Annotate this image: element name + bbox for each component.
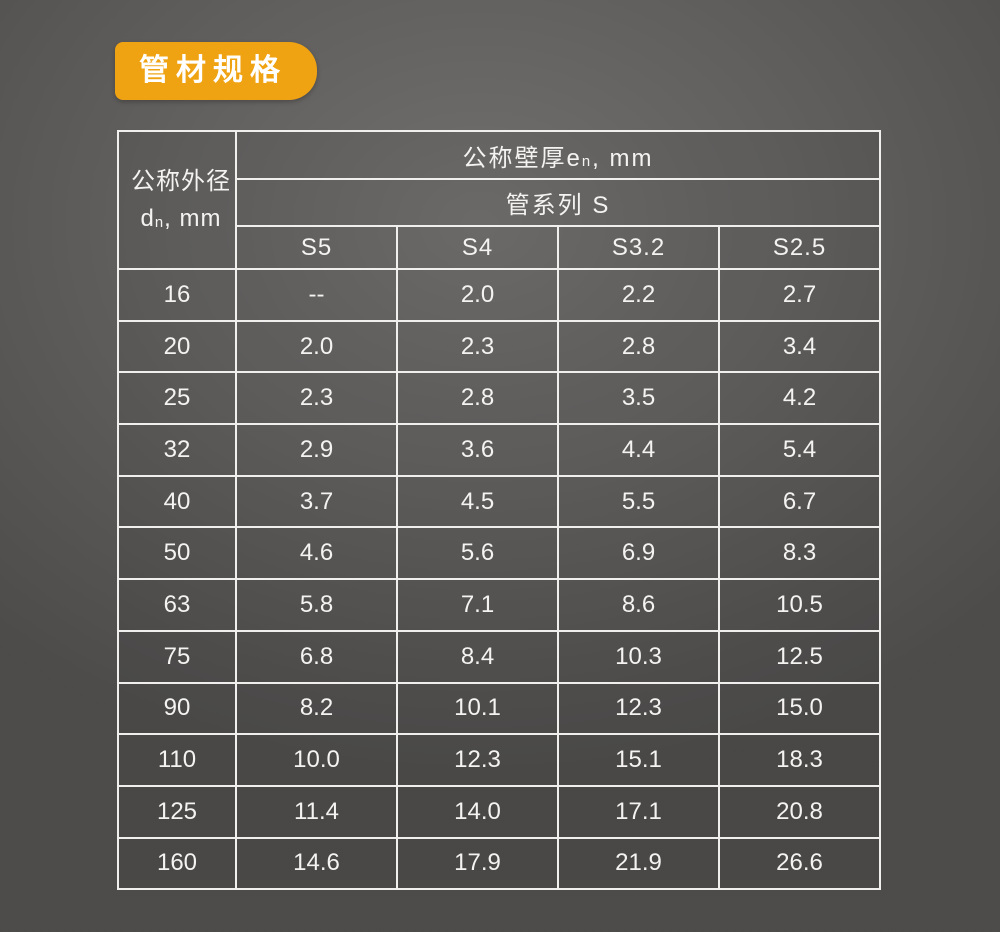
corner-header-line2: dn, mm [140, 205, 222, 232]
value-cell: 12.3 [396, 733, 559, 787]
value-cell: 14.0 [396, 784, 559, 839]
value-cell: 5.4 [717, 423, 882, 477]
value-cell: 4.4 [557, 423, 720, 477]
table-row: 50 4.6 5.6 6.9 8.3 [117, 526, 882, 581]
value-cell: 10.5 [717, 578, 882, 632]
value-cell: 12.3 [557, 681, 720, 736]
dn-cell: 90 [117, 681, 237, 736]
header-row-columns: S5 S4 S3.2 S2.5 [118, 225, 882, 270]
corner-header-line1: 公称外径 [131, 167, 231, 195]
value-cell: 4.6 [235, 526, 398, 581]
value-cell: 12.5 [717, 629, 882, 684]
value-cell: 2.8 [396, 371, 559, 426]
dn-cell: 50 [117, 526, 237, 581]
value-cell: 2.3 [235, 371, 398, 426]
table-row: 125 11.4 14.0 17.1 20.8 [117, 784, 882, 839]
table-row: 160 14.6 17.9 21.9 26.6 [117, 836, 882, 891]
title-badge-label: 管材规格 [139, 54, 287, 87]
value-cell: 3.5 [557, 371, 720, 426]
value-cell: 8.3 [717, 526, 882, 581]
value-cell: 15.0 [717, 681, 882, 736]
value-cell: 4.5 [396, 474, 559, 529]
value-cell: 17.1 [557, 784, 720, 839]
dn-cell: 25 [117, 371, 237, 426]
dn-cell: 20 [117, 319, 237, 374]
series-header-cell: 管系列 S [234, 178, 882, 227]
value-cell: 5.8 [235, 578, 398, 632]
corner-header-cell: 公称外径 dn, mm [117, 130, 237, 270]
header-row-series: 管系列 S [118, 178, 882, 227]
table-row: 63 5.8 7.1 8.6 10.5 [117, 578, 882, 632]
value-cell: 6.9 [557, 526, 720, 581]
value-cell: 20.8 [717, 784, 882, 839]
value-cell: 7.1 [396, 578, 559, 632]
column-header-s25: S2.5 [717, 225, 882, 270]
value-cell: 2.7 [717, 268, 882, 322]
table-row: 110 10.0 12.3 15.1 18.3 [117, 733, 882, 787]
dn-cell: 16 [117, 268, 237, 322]
table-row: 32 2.9 3.6 4.4 5.4 [117, 423, 882, 477]
dn-cell: 110 [117, 733, 237, 787]
value-cell: 10.0 [235, 733, 398, 787]
dn-cell: 63 [117, 578, 237, 632]
dn-cell: 125 [117, 784, 237, 839]
thickness-header-cell: 公称壁厚en, mm [234, 130, 882, 180]
column-header-s5: S5 [235, 225, 398, 270]
table-row: 25 2.3 2.8 3.5 4.2 [117, 371, 882, 426]
value-cell: 8.2 [235, 681, 398, 736]
dn-cell: 32 [117, 423, 237, 477]
value-cell: 10.1 [396, 681, 559, 736]
header-row-thickness: 公称外径 dn, mm 公称壁厚en, mm [117, 130, 882, 270]
table-body: 16 -- 2.0 2.2 2.7 20 2.0 2.3 2.8 3.4 25 2.3 2.8 3.5 4.… [117, 268, 882, 891]
value-cell: 6.8 [235, 629, 398, 684]
value-cell: 2.0 [235, 319, 398, 374]
value-cell: 17.9 [396, 836, 559, 891]
value-cell: 2.2 [557, 268, 720, 322]
value-cell: 14.6 [235, 836, 398, 891]
value-cell: 3.6 [396, 423, 559, 477]
value-cell: 18.3 [717, 733, 882, 787]
value-cell: 3.7 [235, 474, 398, 529]
value-cell: 11.4 [235, 784, 398, 839]
table-row: 16 -- 2.0 2.2 2.7 [117, 268, 882, 322]
value-cell: 8.6 [557, 578, 720, 632]
title-badge: 管材规格 [115, 42, 317, 100]
value-cell: 3.4 [717, 319, 882, 374]
value-cell: -- [235, 268, 398, 322]
value-cell: 5.6 [396, 526, 559, 581]
value-cell: 10.3 [557, 629, 720, 684]
table-row: 20 2.0 2.3 2.8 3.4 [117, 319, 882, 374]
column-header-s4: S4 [396, 225, 559, 270]
table-row: 75 6.8 8.4 10.3 12.5 [117, 629, 882, 684]
table-row: 90 8.2 10.1 12.3 15.0 [117, 681, 882, 736]
value-cell: 15.1 [557, 733, 720, 787]
value-cell: 2.8 [557, 319, 720, 374]
dn-cell: 160 [117, 836, 237, 891]
value-cell: 2.0 [396, 268, 559, 322]
value-cell: 6.7 [717, 474, 882, 529]
value-cell: 4.2 [717, 371, 882, 426]
value-cell: 2.9 [235, 423, 398, 477]
value-cell: 26.6 [717, 836, 882, 891]
column-header-s32: S3.2 [557, 225, 720, 270]
value-cell: 2.3 [396, 319, 559, 374]
table-row: 40 3.7 4.5 5.5 6.7 [117, 474, 882, 529]
value-cell: 5.5 [557, 474, 720, 529]
dn-cell: 40 [117, 474, 237, 529]
pipe-spec-table: 公称外径 dn, mm 公称壁厚en, mm 管系列 S S5 S4 S3.2 … [117, 130, 882, 891]
value-cell: 8.4 [396, 629, 559, 684]
dn-cell: 75 [117, 629, 237, 684]
value-cell: 21.9 [557, 836, 720, 891]
